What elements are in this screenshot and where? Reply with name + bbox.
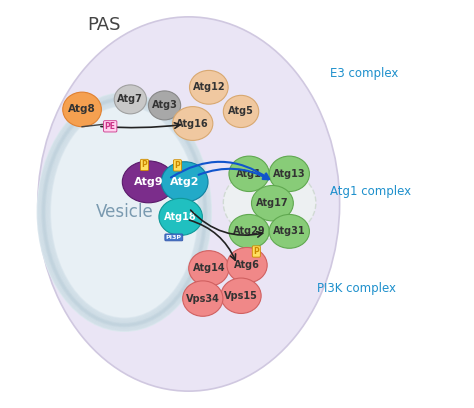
Ellipse shape	[252, 186, 293, 221]
Text: PAS: PAS	[87, 16, 121, 34]
Text: Atg2: Atg2	[170, 177, 200, 187]
Text: Atg1 complex: Atg1 complex	[329, 185, 410, 198]
Ellipse shape	[148, 91, 181, 120]
Text: Atg16: Atg16	[176, 118, 209, 129]
Text: Atg3: Atg3	[152, 100, 177, 111]
Ellipse shape	[190, 71, 228, 104]
Text: Atg14: Atg14	[192, 264, 225, 273]
Text: Vps15: Vps15	[224, 291, 258, 301]
Ellipse shape	[51, 106, 198, 317]
Ellipse shape	[122, 161, 174, 203]
Text: Atg13: Atg13	[273, 169, 306, 179]
Ellipse shape	[114, 85, 146, 114]
Text: P: P	[174, 161, 180, 170]
Text: Atg8: Atg8	[68, 104, 96, 114]
Text: Atg18: Atg18	[164, 212, 197, 222]
Text: PE: PE	[105, 122, 116, 131]
Text: Atg6: Atg6	[234, 260, 260, 270]
Ellipse shape	[36, 92, 212, 332]
Ellipse shape	[229, 215, 269, 248]
Text: Atg12: Atg12	[192, 82, 225, 92]
Text: Atg5: Atg5	[228, 106, 254, 116]
Text: Vesicle: Vesicle	[95, 203, 153, 221]
Ellipse shape	[223, 95, 259, 128]
Text: Atg7: Atg7	[118, 94, 143, 104]
Text: PI3K complex: PI3K complex	[318, 282, 396, 295]
Ellipse shape	[189, 251, 229, 286]
Text: Vps34: Vps34	[186, 294, 220, 304]
Text: E3 complex: E3 complex	[329, 67, 398, 80]
Text: PI3P: PI3P	[166, 235, 182, 240]
Ellipse shape	[269, 215, 310, 248]
Text: Atg31: Atg31	[273, 226, 306, 236]
Text: P: P	[142, 160, 147, 169]
Ellipse shape	[229, 156, 269, 191]
Text: Atg1: Atg1	[236, 169, 262, 179]
Ellipse shape	[227, 248, 267, 283]
Text: Atg9: Atg9	[134, 177, 163, 187]
Text: Atg29: Atg29	[233, 226, 265, 236]
Ellipse shape	[223, 166, 316, 239]
Ellipse shape	[221, 278, 261, 313]
Ellipse shape	[173, 106, 213, 140]
Text: Atg17: Atg17	[256, 198, 289, 208]
Ellipse shape	[182, 281, 223, 316]
Ellipse shape	[38, 17, 340, 391]
Ellipse shape	[159, 198, 202, 235]
Ellipse shape	[269, 156, 310, 191]
Ellipse shape	[161, 162, 208, 202]
Text: P: P	[254, 247, 259, 256]
Ellipse shape	[63, 92, 101, 127]
